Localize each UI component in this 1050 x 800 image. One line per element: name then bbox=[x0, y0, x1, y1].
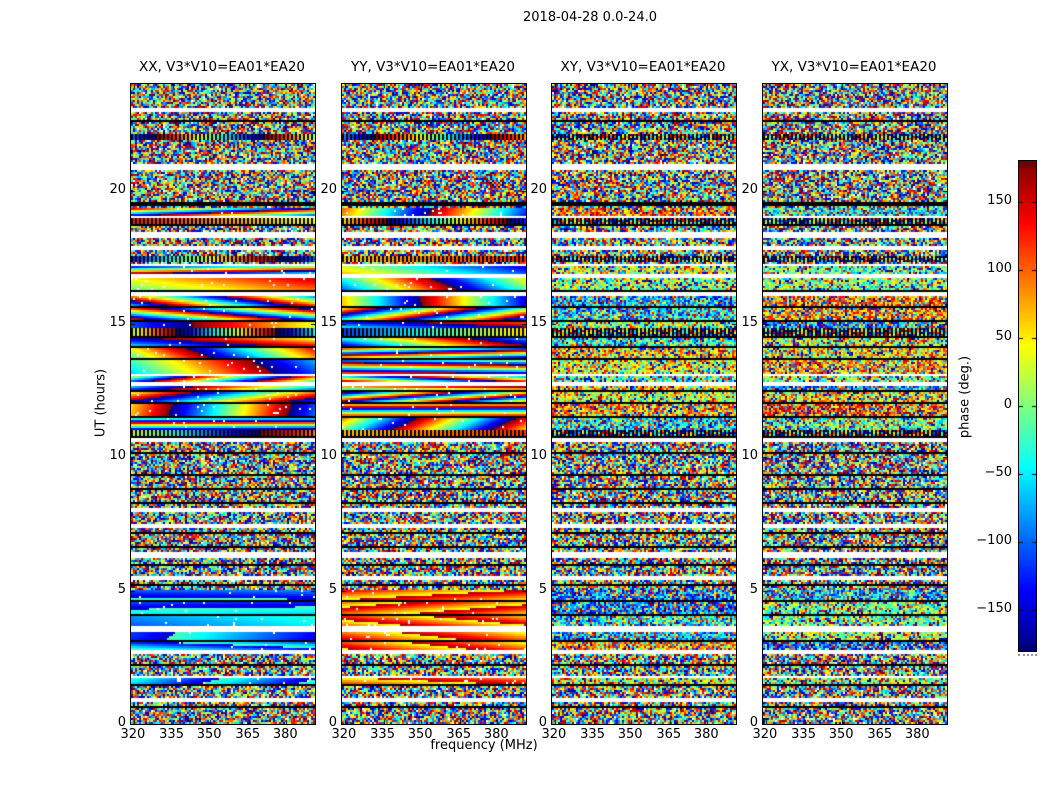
x-tick-label: 335 bbox=[791, 727, 816, 742]
phase-waterfall-canvas-xx bbox=[130, 83, 316, 725]
y-tick-label: 15 bbox=[530, 315, 547, 330]
x-tick-label: 350 bbox=[407, 727, 433, 742]
x-axis-label: frequency (MHz) bbox=[430, 738, 538, 753]
x-tick-label: 380 bbox=[693, 727, 719, 742]
x-tick-label: 365 bbox=[656, 727, 682, 742]
x-tick-label: 350 bbox=[828, 727, 854, 742]
x-tick-label: 380 bbox=[904, 727, 930, 742]
y-tick-label: 20 bbox=[109, 181, 126, 197]
phase-waterfall-canvas-xy bbox=[551, 83, 737, 725]
y-tick-label: 5 bbox=[749, 581, 758, 597]
x-tick-label: 335 bbox=[370, 727, 395, 742]
panel-title-xx: XX, V3*V10=EA01*EA20 bbox=[138, 59, 306, 75]
colorbar-tick-label: 150 bbox=[987, 192, 1012, 208]
y-tick-label: 20 bbox=[741, 181, 758, 197]
x-tick-label: 380 bbox=[483, 727, 509, 742]
y-tick-label: 0 bbox=[328, 715, 337, 730]
heatmap-panel-yy: YY, V3*V10=EA01*EA20 bbox=[341, 59, 527, 725]
x-tick-label: 320 bbox=[331, 727, 357, 742]
y-tick-label: 10 bbox=[741, 448, 758, 464]
colorbar-tick-label: 0 bbox=[1003, 397, 1012, 412]
y-tick-label: 15 bbox=[109, 315, 126, 330]
y-tick-label: 10 bbox=[109, 448, 126, 464]
phase-waterfall-canvas-yx bbox=[762, 83, 948, 725]
panel-title-xy: XY, V3*V10=EA01*EA20 bbox=[560, 59, 726, 75]
y-tick-label: 5 bbox=[538, 581, 547, 597]
heatmap-panel-xy: XY, V3*V10=EA01*EA20 bbox=[551, 59, 737, 725]
y-tick-label: 10 bbox=[530, 448, 547, 464]
x-tick-label: 380 bbox=[272, 727, 298, 742]
y-tick-label: 20 bbox=[320, 181, 337, 197]
colorbar-underflow-dots bbox=[1018, 654, 1037, 656]
colorbar-gradient-canvas bbox=[1018, 160, 1037, 652]
y-tick-label: 10 bbox=[320, 448, 337, 464]
figure-title: 2018-04-28 0.0-24.0 bbox=[523, 10, 657, 25]
x-tick-label: 365 bbox=[446, 727, 472, 742]
x-tick-label: 320 bbox=[541, 727, 567, 742]
y-tick-label: 5 bbox=[328, 581, 337, 597]
colorbar-tick-label: 50 bbox=[995, 328, 1012, 344]
colorbar-tick-label: −150 bbox=[976, 601, 1012, 617]
colorbar-tick-label: −100 bbox=[976, 533, 1012, 549]
y-tick-label: 0 bbox=[117, 715, 126, 730]
colorbar-tick-label: −50 bbox=[984, 465, 1012, 481]
y-tick-label: 15 bbox=[320, 315, 337, 330]
phase-waterfall-canvas-yy bbox=[341, 83, 527, 725]
x-tick-label: 320 bbox=[120, 727, 146, 742]
heatmap-panel-yx: YX, V3*V10=EA01*EA20 bbox=[762, 59, 948, 725]
x-tick-label: 350 bbox=[617, 727, 643, 742]
x-tick-label: 350 bbox=[196, 727, 222, 742]
x-tick-label: 365 bbox=[867, 727, 893, 742]
y-tick-label: 0 bbox=[538, 715, 547, 730]
x-tick-label: 320 bbox=[752, 727, 778, 742]
y-axis-label: UT (hours) bbox=[93, 368, 109, 438]
y-tick-label: 15 bbox=[741, 315, 758, 330]
x-tick-label: 335 bbox=[580, 727, 605, 742]
x-tick-label: 365 bbox=[235, 727, 261, 742]
colorbar bbox=[1018, 160, 1037, 652]
heatmap-panel-xx: XX, V3*V10=EA01*EA20 bbox=[130, 59, 316, 725]
panel-title-yx: YX, V3*V10=EA01*EA20 bbox=[771, 59, 937, 75]
panel-title-yy: YY, V3*V10=EA01*EA20 bbox=[350, 59, 516, 75]
x-tick-label: 335 bbox=[159, 727, 184, 742]
y-tick-label: 20 bbox=[530, 181, 547, 197]
y-tick-label: 5 bbox=[117, 581, 126, 597]
colorbar-tick-label: 100 bbox=[987, 260, 1012, 276]
y-tick-label: 0 bbox=[749, 715, 758, 730]
